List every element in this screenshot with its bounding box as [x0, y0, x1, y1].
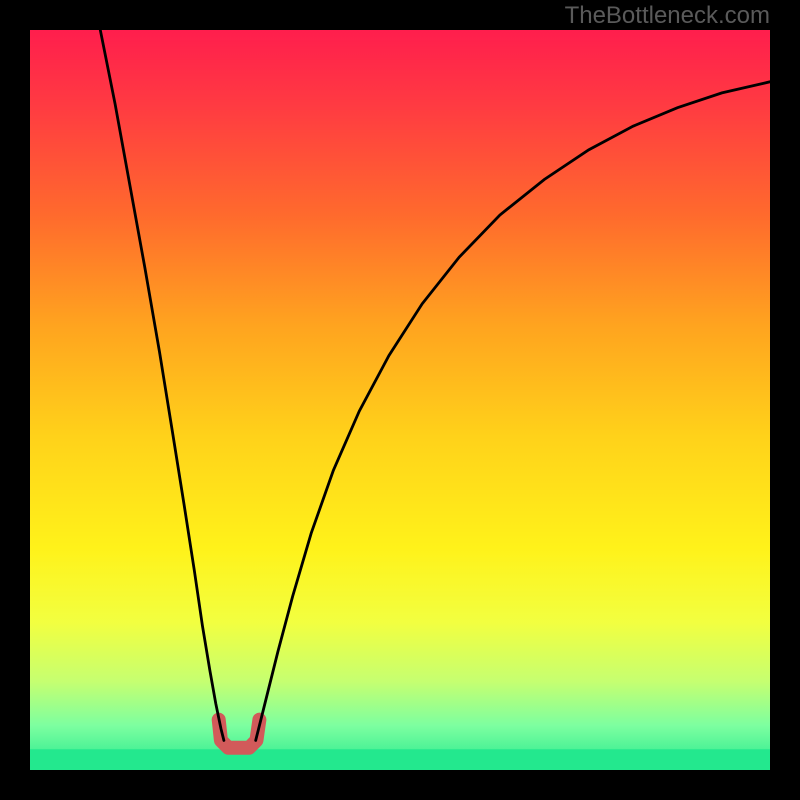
plot-area [30, 30, 770, 770]
curve-left [100, 30, 224, 740]
notch-marker [219, 720, 260, 748]
watermark-text: TheBottleneck.com [565, 2, 770, 30]
curve-right [256, 82, 770, 741]
chart-svg [30, 30, 770, 770]
bottom-band [30, 749, 770, 770]
